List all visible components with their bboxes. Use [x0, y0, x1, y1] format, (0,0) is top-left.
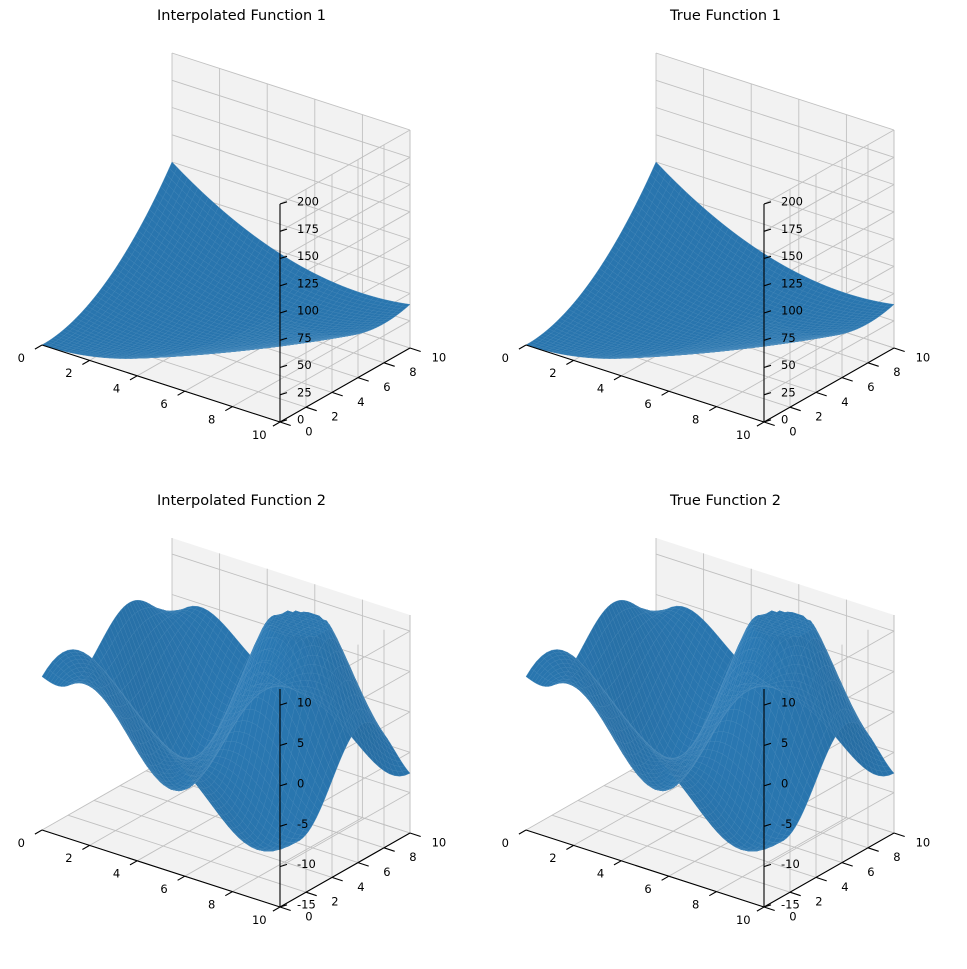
- axes3d-true-function-2[interactable]: 0 2 4 6 8 10 0 2 4 6 8 10 -15 -10 -5 0 5 10: [484, 485, 967, 969]
- z-tick-label: 50: [781, 358, 796, 372]
- x-tick-label: 4: [597, 867, 604, 881]
- subplot-interpolated-function-1[interactable]: Interpolated Function 1 0 2 4 6 8 10 0 2 4 6 8 10 0 2…: [0, 0, 483, 484]
- subplot-true-function-2[interactable]: True Function 2 0 2 4 6 8 10 0 2 4 6 8 10 -15 -10 -5 0 5…: [484, 485, 967, 969]
- y-tick-label: 4: [357, 880, 364, 894]
- x-tick-label: 0: [18, 351, 25, 365]
- z-tick-label: 125: [297, 276, 319, 290]
- x-tick-label: 6: [160, 397, 167, 411]
- z-tick-label: 150: [781, 249, 803, 263]
- subplot-title: Interpolated Function 1: [157, 8, 326, 24]
- y-tick-label: 10: [432, 835, 447, 849]
- y-tick-label: 2: [331, 895, 338, 909]
- y-tick-label: 4: [357, 395, 364, 409]
- axes3d-interpolated-function-1[interactable]: 0 2 4 6 8 10 0 2 4 6 8 10 0 25 50 75 100 125 150 175 200: [0, 0, 483, 484]
- z-tick-label: 25: [781, 385, 796, 399]
- x-tick-label: 4: [113, 867, 120, 881]
- y-tick-label: 8: [409, 850, 416, 864]
- z-tick-label: 5: [297, 736, 304, 750]
- y-tick-label: 10: [916, 835, 931, 849]
- y-tick-label: 0: [305, 909, 312, 923]
- z-tick-label: 125: [781, 276, 803, 290]
- y-tick-label: 8: [893, 365, 900, 379]
- subplot-interpolated-function-2[interactable]: Interpolated Function 2 0 2 4 6 8 10 0 2 4 6 8 10 -1…: [0, 485, 483, 969]
- z-tick-label: -5: [297, 817, 308, 831]
- z-tick-label: 0: [781, 413, 788, 427]
- y-tick-label: 0: [305, 424, 312, 438]
- x-tick-label: 6: [644, 882, 651, 896]
- x-tick-label: 10: [252, 913, 267, 927]
- z-tick-label: 200: [781, 195, 803, 209]
- y-tick-label: 0: [789, 909, 796, 923]
- x-tick-label: 2: [549, 366, 556, 380]
- z-tick-label: -15: [297, 898, 316, 912]
- x-tick-label: 6: [644, 397, 651, 411]
- x-tick-label: 8: [208, 412, 215, 426]
- x-tick-label: 6: [160, 882, 167, 896]
- x-tick-label: 2: [549, 851, 556, 865]
- z-tick-label: -10: [297, 857, 316, 871]
- y-tick-label: 8: [893, 850, 900, 864]
- x-tick-label: 4: [113, 382, 120, 396]
- z-tick-label: 0: [297, 413, 304, 427]
- z-tick-label: 0: [781, 776, 788, 790]
- x-tick-label: 0: [502, 351, 509, 365]
- z-tick-label: 25: [297, 385, 312, 399]
- subplot-title: Interpolated Function 2: [157, 493, 326, 509]
- y-tick-label: 6: [867, 865, 874, 879]
- z-tick-label: 200: [297, 195, 319, 209]
- y-tick-label: 2: [815, 895, 822, 909]
- x-tick-label: 4: [597, 382, 604, 396]
- axes3d-interpolated-function-2[interactable]: 0 2 4 6 8 10 0 2 4 6 8 10 -15 -10 -5 0 5 10: [0, 485, 483, 969]
- z-tick-label: -10: [781, 857, 800, 871]
- z-tick-label: 75: [297, 331, 312, 345]
- y-tick-label: 2: [331, 410, 338, 424]
- z-tick-label: 175: [297, 222, 319, 236]
- x-tick-label: 8: [692, 897, 699, 911]
- z-tick-label: 5: [781, 736, 788, 750]
- z-tick-label: -15: [781, 898, 800, 912]
- subplot-true-function-1[interactable]: True Function 1 0 2 4 6 8 10 0 2 4 6 8 10 0 25 50 75 100…: [484, 0, 967, 484]
- y-tick-label: 2: [815, 410, 822, 424]
- z-tick-label: 10: [297, 696, 312, 710]
- y-tick-label: 6: [383, 865, 390, 879]
- y-tick-label: 4: [841, 880, 848, 894]
- z-tick-label: 100: [297, 304, 319, 318]
- z-tick-label: 50: [297, 358, 312, 372]
- y-tick-label: 10: [432, 350, 447, 364]
- x-tick-label: 2: [65, 851, 72, 865]
- y-tick-label: 6: [383, 380, 390, 394]
- z-tick-label: 75: [781, 331, 796, 345]
- z-tick-label: 175: [781, 222, 803, 236]
- subplot-title: True Function 2: [670, 493, 781, 509]
- z-tick-label: 0: [297, 776, 304, 790]
- x-tick-label: 0: [502, 836, 509, 850]
- x-tick-label: 8: [692, 412, 699, 426]
- x-tick-label: 10: [736, 913, 751, 927]
- axes3d-true-function-1[interactable]: 0 2 4 6 8 10 0 2 4 6 8 10 0 25 50 75 100 125 150 175 200: [484, 0, 967, 484]
- x-tick-label: 10: [736, 428, 751, 442]
- x-tick-label: 2: [65, 366, 72, 380]
- x-tick-label: 8: [208, 897, 215, 911]
- z-tick-label: -5: [781, 817, 792, 831]
- y-tick-label: 4: [841, 395, 848, 409]
- y-tick-label: 8: [409, 365, 416, 379]
- x-tick-label: 0: [18, 836, 25, 850]
- z-tick-label: 100: [781, 304, 803, 318]
- y-tick-label: 0: [789, 424, 796, 438]
- y-tick-label: 10: [916, 350, 931, 364]
- subplot-title: True Function 1: [670, 8, 781, 24]
- z-tick-label: 150: [297, 249, 319, 263]
- z-tick-label: 10: [781, 696, 796, 710]
- x-tick-label: 10: [252, 428, 267, 442]
- y-tick-label: 6: [867, 380, 874, 394]
